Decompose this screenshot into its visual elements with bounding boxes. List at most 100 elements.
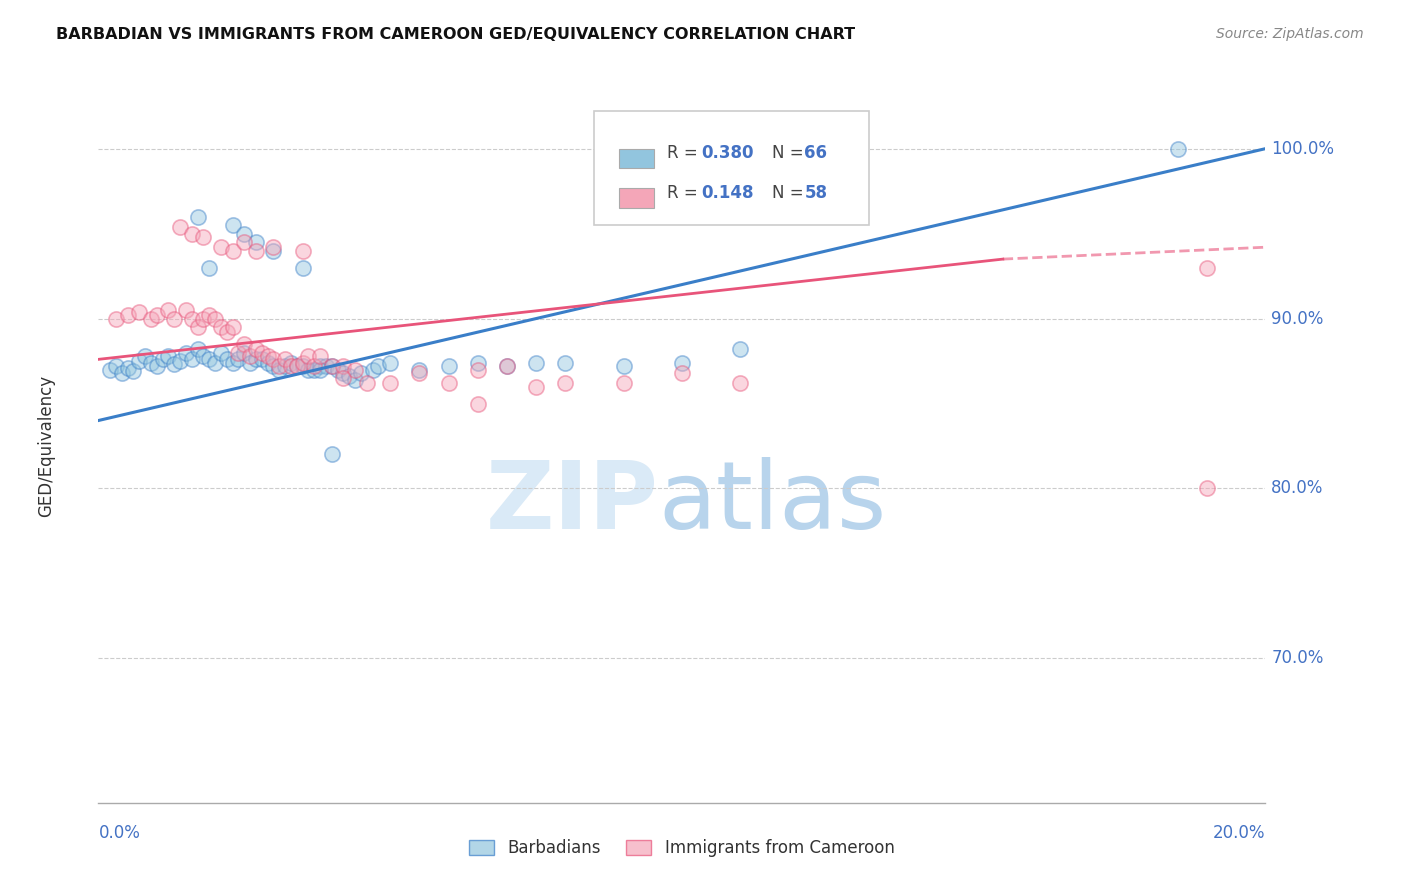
Point: [250, 345, 273, 359]
Text: ZIP: ZIP: [485, 457, 658, 549]
Point: [332, 359, 354, 373]
Point: [245, 244, 267, 258]
Point: [332, 366, 354, 380]
Point: [280, 359, 302, 373]
Text: 58: 58: [804, 184, 828, 202]
Point: [233, 345, 256, 359]
Text: 70.0%: 70.0%: [1271, 649, 1323, 667]
Legend: Barbadians, Immigrants from Cameroon: Barbadians, Immigrants from Cameroon: [461, 831, 903, 866]
Point: [122, 364, 145, 378]
Point: [221, 244, 243, 258]
Point: [315, 359, 337, 373]
Point: [221, 320, 243, 334]
Point: [117, 308, 139, 322]
Point: [262, 352, 284, 367]
Point: [309, 362, 332, 376]
Point: [350, 366, 373, 380]
Text: R =: R =: [666, 145, 697, 162]
Point: [344, 362, 367, 376]
Text: 20.0%: 20.0%: [1213, 824, 1265, 842]
Point: [193, 311, 215, 326]
Point: [256, 356, 278, 370]
Point: [104, 359, 127, 373]
Point: [554, 356, 576, 370]
Point: [139, 311, 162, 326]
Point: [233, 337, 256, 351]
Text: 100.0%: 100.0%: [1271, 140, 1334, 158]
Point: [269, 362, 291, 376]
Point: [1195, 482, 1218, 496]
Point: [291, 244, 314, 258]
Point: [309, 349, 332, 363]
Point: [612, 359, 634, 373]
Point: [671, 366, 693, 380]
Point: [215, 352, 238, 367]
Point: [291, 356, 314, 370]
Point: [163, 358, 186, 372]
FancyBboxPatch shape: [619, 149, 654, 169]
Point: [209, 345, 232, 359]
Text: R =: R =: [666, 184, 697, 202]
Point: [221, 356, 243, 370]
Point: [157, 349, 180, 363]
Point: [309, 359, 332, 373]
Point: [245, 352, 267, 367]
Point: [187, 210, 209, 224]
Point: [321, 359, 343, 373]
Point: [280, 356, 302, 370]
Point: [169, 354, 191, 368]
Point: [169, 219, 191, 234]
Point: [128, 354, 150, 368]
Point: [174, 345, 197, 359]
Point: [204, 356, 226, 370]
Point: [187, 320, 209, 334]
Point: [163, 311, 186, 326]
Point: [378, 376, 402, 391]
Text: Source: ZipAtlas.com: Source: ZipAtlas.com: [1216, 27, 1364, 41]
Text: 90.0%: 90.0%: [1271, 310, 1323, 327]
Text: 0.380: 0.380: [702, 145, 754, 162]
Point: [262, 244, 284, 258]
Point: [256, 349, 278, 363]
Point: [250, 352, 273, 367]
Point: [198, 260, 221, 275]
Point: [245, 235, 267, 249]
Point: [134, 349, 156, 363]
Point: [671, 356, 693, 370]
Point: [554, 376, 576, 391]
Point: [304, 359, 326, 373]
Point: [274, 352, 297, 367]
Text: 0.148: 0.148: [702, 184, 754, 202]
Point: [524, 356, 547, 370]
Point: [193, 230, 215, 244]
Point: [204, 311, 226, 326]
Point: [408, 362, 430, 376]
Point: [467, 396, 489, 410]
Point: [344, 373, 367, 387]
Text: 80.0%: 80.0%: [1271, 480, 1323, 498]
Point: [146, 359, 169, 373]
Point: [180, 352, 202, 367]
Point: [321, 359, 343, 373]
Point: [187, 342, 209, 356]
Point: [104, 311, 127, 326]
Point: [274, 359, 297, 373]
Point: [304, 362, 326, 376]
Point: [332, 371, 354, 385]
Point: [291, 260, 314, 275]
Text: N =: N =: [772, 184, 803, 202]
Point: [728, 342, 751, 356]
Point: [245, 342, 267, 356]
Point: [297, 362, 319, 376]
Point: [98, 362, 121, 376]
Point: [117, 360, 139, 375]
Point: [209, 240, 232, 254]
Point: [367, 359, 389, 373]
Point: [467, 362, 489, 376]
Text: 0.0%: 0.0%: [98, 824, 141, 842]
Point: [361, 362, 384, 376]
FancyBboxPatch shape: [595, 111, 869, 225]
Text: N =: N =: [772, 145, 803, 162]
Point: [174, 303, 197, 318]
Text: 66: 66: [804, 145, 828, 162]
